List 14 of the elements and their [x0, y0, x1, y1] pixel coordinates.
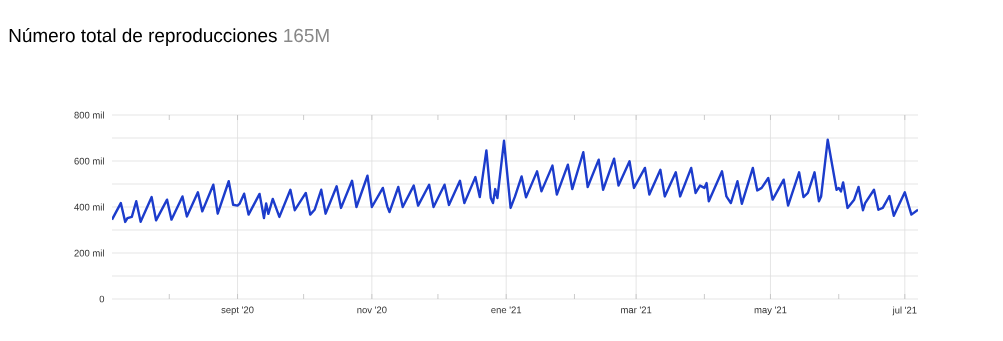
x-tick-label: mar '21: [621, 306, 652, 314]
y-tick-label: 600 mil: [74, 157, 104, 165]
x-tick-label: jul '21: [892, 306, 917, 316]
chart-title: Número total de reproducciones: [9, 28, 277, 46]
y-tick-label: 0: [99, 295, 105, 303]
x-tick-label: ene '21: [491, 306, 522, 314]
x-tick-label: may '21: [754, 306, 787, 316]
y-tick-label: 400 mil: [74, 203, 104, 211]
x-tick-label: nov '20: [357, 306, 387, 314]
chart-subtitle: 165M: [284, 28, 329, 43]
line-series: [112, 138, 919, 224]
y-tick-label: 800 mil: [74, 111, 104, 119]
y-tick-label: 200 mil: [74, 249, 104, 257]
x-tick-label: sept '20: [221, 306, 254, 316]
